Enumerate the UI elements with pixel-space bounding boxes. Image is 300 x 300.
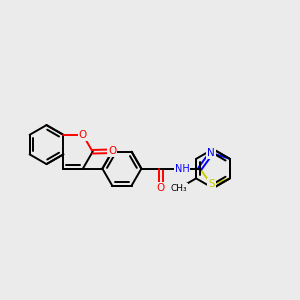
Text: O: O	[79, 130, 87, 140]
Text: O: O	[108, 146, 116, 156]
Text: S: S	[208, 179, 215, 189]
Text: O: O	[157, 183, 165, 193]
Text: NH: NH	[175, 164, 189, 174]
Text: N: N	[208, 148, 215, 158]
Text: CH₃: CH₃	[171, 184, 188, 193]
